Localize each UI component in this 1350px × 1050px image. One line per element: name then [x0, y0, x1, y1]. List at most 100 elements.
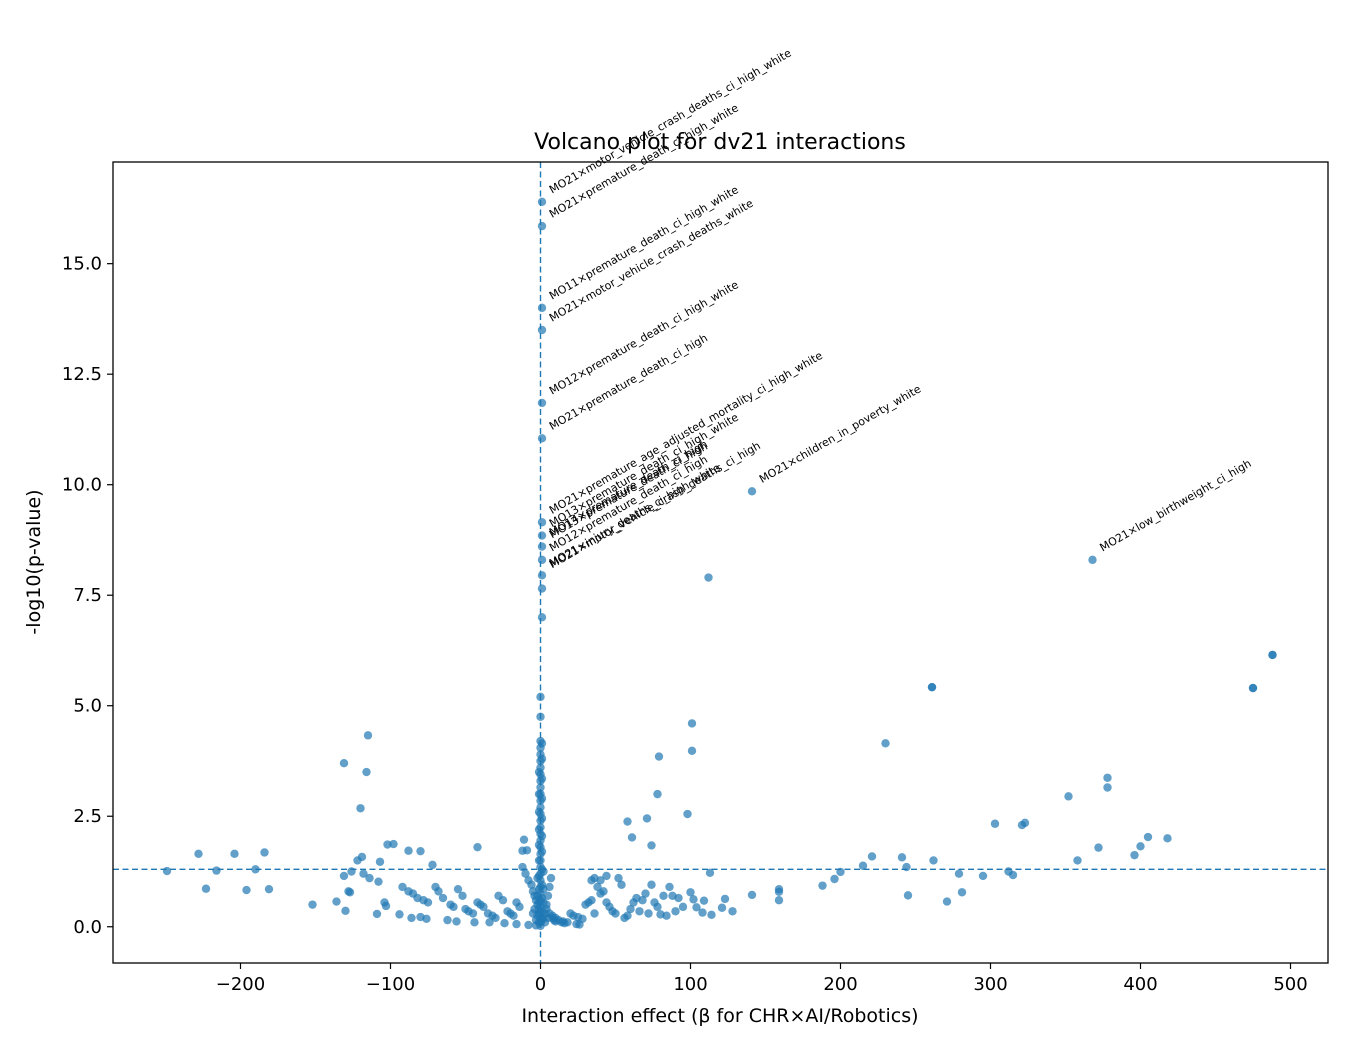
data-point: [443, 915, 452, 925]
data-point: [524, 920, 533, 930]
data-point: [533, 873, 542, 883]
data-point: [359, 869, 368, 878]
y-tick-label: 15.0: [62, 254, 102, 275]
data-point: [458, 891, 467, 901]
data-point: [623, 911, 632, 920]
data-point: [671, 907, 680, 916]
data-point: [539, 884, 548, 894]
data-point: [521, 869, 530, 878]
data-point: [654, 752, 664, 761]
y-tick-label: 2.5: [73, 806, 102, 827]
data-point: [902, 862, 911, 872]
data-point: [339, 871, 349, 881]
data-point: [485, 918, 494, 927]
data-point: [527, 880, 536, 889]
data-point: [653, 789, 662, 799]
x-tick-label: −200: [216, 974, 265, 995]
data-point: [395, 910, 404, 919]
data-point: [647, 880, 656, 889]
data-point-significant: [537, 398, 547, 408]
data-point: [479, 902, 488, 912]
x-tick-label: −100: [366, 974, 415, 995]
data-point: [536, 783, 545, 792]
data-point: [363, 731, 373, 740]
data-point: [449, 902, 458, 912]
data-point-significant: [537, 542, 547, 551]
data-point: [383, 840, 392, 849]
data-point: [539, 898, 548, 907]
data-point: [518, 846, 527, 855]
data-point: [347, 867, 356, 876]
data-points: [162, 197, 1277, 931]
data-point: [242, 885, 251, 895]
data-point: [470, 918, 479, 927]
data-point: [1143, 832, 1153, 842]
data-point-significant: [537, 518, 547, 527]
data-point: [537, 794, 547, 803]
y-tick-label: 10.0: [62, 475, 102, 496]
data-point: [404, 846, 413, 855]
data-point: [162, 866, 172, 876]
data-point: [659, 891, 668, 901]
data-point: [416, 846, 425, 856]
data-point: [422, 914, 431, 923]
data-point: [665, 882, 674, 892]
data-point: [720, 894, 730, 904]
data-point: [990, 819, 1000, 828]
data-point: [728, 907, 737, 916]
data-point: [1136, 842, 1145, 851]
data-point: [774, 887, 784, 897]
point-annotation: MO21×motor_vehicle_crash_deaths_ci_high_…: [547, 46, 794, 196]
data-point: [260, 848, 269, 857]
data-point: [929, 856, 938, 865]
reference-lines: [113, 162, 1328, 963]
data-point: [717, 903, 727, 912]
data-point-significant: [537, 434, 547, 443]
data-point: [560, 919, 569, 928]
data-point: [644, 909, 653, 918]
data-point: [858, 861, 868, 870]
data-point: [587, 896, 596, 905]
data-point: [590, 909, 599, 918]
data-point: [389, 839, 398, 849]
x-tick-label: 100: [673, 974, 707, 995]
data-point-significant: [537, 531, 547, 540]
x-tick-label: 300: [973, 974, 1007, 995]
data-point: [528, 909, 538, 918]
data-point: [362, 767, 371, 777]
data-point: [531, 915, 541, 925]
data-point: [332, 897, 341, 906]
data-point: [194, 849, 203, 859]
data-point: [533, 891, 542, 901]
data-point: [897, 853, 907, 862]
data-point: [537, 774, 547, 783]
data-point: [398, 882, 407, 892]
data-point: [230, 849, 239, 859]
data-point: [537, 754, 547, 763]
data-point: [212, 866, 221, 875]
data-point: [537, 814, 547, 823]
x-tick-label: 0: [535, 974, 546, 995]
data-point: [498, 896, 508, 905]
data-point: [500, 919, 509, 928]
data-point-significant: [537, 555, 547, 565]
data-point: [599, 887, 608, 896]
point-annotation: MO21×low_birthweight_ci_high: [1098, 457, 1254, 555]
y-tick-label: 7.5: [73, 585, 102, 606]
data-point: [978, 871, 988, 881]
plot-frame: [112, 161, 1329, 964]
data-point-significant: [1088, 555, 1097, 565]
data-point: [627, 833, 637, 842]
data-point: [626, 904, 635, 914]
data-point: [593, 882, 602, 892]
data-point: [308, 900, 317, 909]
data-point: [356, 804, 365, 813]
data-point: [687, 746, 697, 756]
data-point-significant: [1248, 683, 1258, 693]
data-point: [705, 868, 715, 878]
x-axis-label: Interaction effect (β for CHR×AI/Robotic…: [521, 1005, 918, 1027]
data-point: [1064, 792, 1073, 801]
data-point: [903, 891, 913, 900]
data-point: [818, 881, 827, 890]
data-point: [747, 890, 757, 900]
